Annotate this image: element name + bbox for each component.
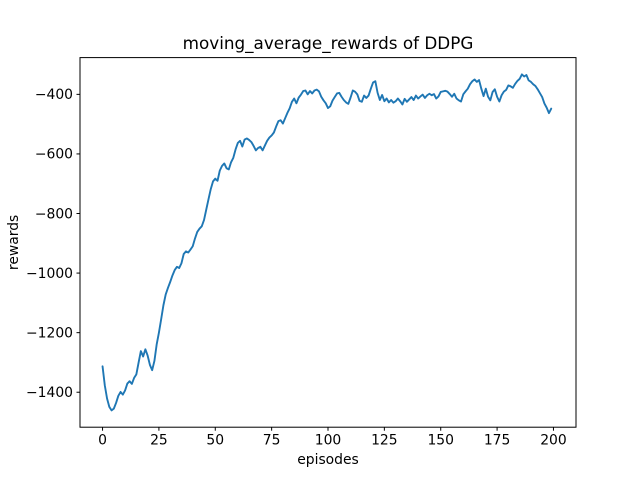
x-tick-label: 175 — [484, 433, 511, 449]
x-tick-label: 200 — [540, 433, 567, 449]
y-tick-label: −1400 — [26, 385, 73, 401]
y-tick-label: −800 — [35, 206, 73, 222]
axes-spines — [79, 57, 577, 428]
x-tick-label: 100 — [315, 433, 342, 449]
plot-area — [80, 57, 576, 428]
data-line-moving_average_rewards — [101, 73, 553, 412]
tick-marks: 0 25 50 75 100 125 150 175 200 −400 −600 −800 −1000 −… — [26, 87, 567, 449]
x-tick-label: 50 — [206, 433, 224, 449]
y-tick-label: −1000 — [26, 266, 73, 282]
y-axis-label: rewards — [6, 215, 22, 270]
x-tick-label: 0 — [98, 433, 107, 449]
data-line-layer — [101, 73, 553, 412]
x-axis-label: episodes — [297, 452, 359, 468]
chart-title: moving_average_rewards of DDPG — [183, 33, 474, 54]
x-tick-label: 75 — [263, 433, 281, 449]
y-tick-label: −600 — [35, 147, 73, 163]
x-tick-label: 150 — [427, 433, 454, 449]
y-tick-label: −400 — [35, 87, 73, 103]
x-tick-label: 125 — [371, 433, 398, 449]
y-tick-label: −1200 — [26, 325, 73, 341]
x-tick-label: 25 — [150, 433, 168, 449]
